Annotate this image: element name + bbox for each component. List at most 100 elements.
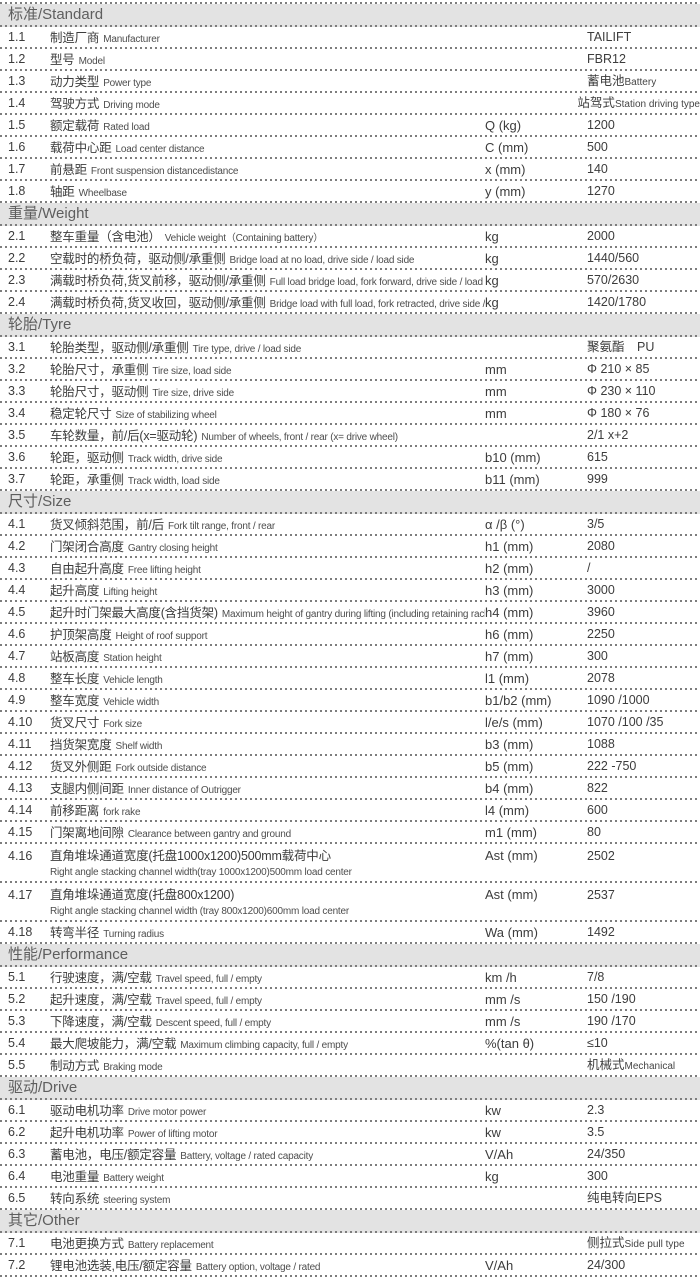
- row-number: 6.5: [8, 1191, 26, 1205]
- table-row: 6.3 蓄电池，电压/额定容量 Battery, voltage / rated …: [0, 1144, 700, 1166]
- row-value: 1492: [587, 922, 700, 944]
- row-value: Φ 230 × 110: [587, 381, 700, 403]
- row-label: 制动方式 Braking mode: [50, 1055, 485, 1078]
- section-rows: 5.1 行驶速度，满/空载 Travel speed, full / empty …: [0, 967, 700, 1077]
- row-label-zh: 额定载荷: [50, 119, 100, 133]
- section-rows: 7.1 电池更换方式 Battery replacement 侧拉式Side pu…: [0, 1233, 700, 1277]
- row-unit: m1 (mm): [485, 825, 537, 840]
- row-label: 自由起升高度 Free lifting height: [50, 558, 485, 581]
- row-label-zh: 驾驶方式: [50, 97, 100, 111]
- spec-section: 尺寸/Size 4.1 货叉倾斜范围，前/后 Fork tilt range, f…: [0, 491, 700, 944]
- row-label: 直角堆垛通道宽度(托盘1000x1200)500mm载荷中心 Right angl…: [50, 847, 485, 879]
- row-value-main: 300: [587, 1169, 608, 1183]
- row-unit: km /h: [485, 970, 517, 985]
- row-label-en: Driving mode: [103, 100, 160, 111]
- row-value: 24/300: [587, 1255, 700, 1277]
- row-label-zh: 最大爬坡能力，满/空载: [50, 1037, 177, 1051]
- section-rows: 6.1 驱动电机功率 Drive motor power kw 2.3 6.2 起…: [0, 1100, 700, 1210]
- row-label-en: Tire size, load side: [152, 366, 232, 377]
- row-label-en: Tire size, drive side: [152, 388, 234, 399]
- row-unit: h6 (mm): [485, 627, 534, 642]
- row-label-en: Vehicle width: [103, 697, 159, 708]
- row-label-en: Load center distance: [115, 144, 205, 155]
- spec-section: 标准/Standard 1.1 制造厂商 Manufacturer TAILIFT…: [0, 4, 700, 203]
- table-row: 4.9 整车宽度 Vehicle width b1/b2 (mm) 1090 /1…: [0, 690, 700, 712]
- section-header: 重量/Weight: [0, 203, 700, 226]
- row-number: 5.4: [8, 1036, 26, 1050]
- row-value: 机械式Mechanical: [587, 1055, 700, 1077]
- table-row: 6.4 电池重量 Battery weight kg 300: [0, 1166, 700, 1188]
- row-label: 载荷中心距 Load center distance: [50, 137, 485, 160]
- table-row: 3.7 轮距，承重侧 Track width, load side b11 (mm…: [0, 469, 700, 491]
- row-value-en: Station driving type: [614, 99, 700, 110]
- table-row: 4.8 整车长度 Vehicle length l1 (mm) 2078: [0, 668, 700, 690]
- row-label: 货叉外侧距 Fork outside distance: [50, 756, 485, 779]
- row-label: 护顶架高度 Height of roof support: [50, 624, 485, 647]
- row-label-zh: 转向系统: [50, 1192, 100, 1206]
- row-unit: mm: [485, 384, 507, 399]
- row-value: 999: [587, 469, 700, 491]
- row-label-en: Wheelbase: [78, 188, 127, 199]
- row-number: 5.1: [8, 970, 26, 984]
- row-label: 轴距 Wheelbase: [50, 181, 485, 204]
- row-value: FBR12: [587, 49, 700, 71]
- top-divider: [0, 2, 700, 4]
- row-label-en: fork rake: [103, 807, 141, 818]
- row-label: 轮距，承重侧 Track width, load side: [50, 469, 485, 492]
- spec-section: 重量/Weight 2.1 整车重量（含电池） Vehicle weight（Co…: [0, 203, 700, 314]
- row-label-zh: 起升速度，满/空载: [50, 993, 152, 1007]
- row-number: 4.18: [8, 925, 33, 939]
- row-unit: b11 (mm): [485, 472, 540, 487]
- row-value: 600: [587, 800, 700, 822]
- row-label-zh: 整车宽度: [50, 694, 100, 708]
- row-number: 4.14: [8, 803, 33, 817]
- row-value: 2250: [587, 624, 700, 646]
- row-unit: kg: [485, 273, 499, 288]
- row-label-zh: 载荷中心距: [50, 141, 112, 155]
- row-label: 蓄电池，电压/额定容量 Battery, voltage / rated capa…: [50, 1144, 485, 1167]
- section-rows: 2.1 整车重量（含电池） Vehicle weight（Containing b…: [0, 226, 700, 314]
- section-header: 驱动/Drive: [0, 1077, 700, 1100]
- row-number: 5.3: [8, 1014, 26, 1028]
- row-label-en: Maximum climbing capacity, full / empty: [180, 1040, 348, 1051]
- row-label-en: Right angle stacking channel width (tray…: [50, 906, 350, 917]
- row-unit: mm: [485, 406, 507, 421]
- table-row: 5.3 下降速度，满/空载 Descent speed, full / empty…: [0, 1011, 700, 1033]
- row-label-zh: 型号: [50, 53, 75, 67]
- row-label-en: Right angle stacking channel width(tray …: [50, 867, 352, 878]
- row-label: 站板高度 Station height: [50, 646, 485, 669]
- row-label: 驾驶方式 Driving mode: [50, 93, 475, 116]
- row-label: 起升电机功率 Power of lifting motor: [50, 1122, 485, 1145]
- row-value-main: Φ 180 × 76: [587, 406, 650, 420]
- row-value: 300: [587, 646, 700, 668]
- row-number: 6.3: [8, 1147, 26, 1161]
- row-value-main: 1070 /100 /35: [587, 715, 664, 729]
- row-unit: Ast (mm): [485, 887, 538, 902]
- row-label-en: Front suspension distancedistance: [90, 166, 239, 177]
- row-value: 2/1 x+2: [587, 425, 700, 447]
- row-number: 3.5: [8, 428, 26, 442]
- row-unit: x (mm): [485, 162, 526, 177]
- row-unit: mm /s: [485, 992, 521, 1007]
- row-number: 3.7: [8, 472, 26, 486]
- table-row: 4.14 前移距离 fork rake l4 (mm) 600: [0, 800, 700, 822]
- row-value-main: 聚氨酯 PU: [587, 340, 655, 354]
- row-label: 支腿内侧间距 Inner distance of Outrigger: [50, 778, 485, 801]
- row-unit: Ast (mm): [485, 848, 538, 863]
- row-value: 2078: [587, 668, 700, 690]
- row-label-zh: 转弯半径: [50, 926, 100, 940]
- row-value: 222 -750: [587, 756, 700, 778]
- row-label-en: Bridge load at no load, drive side / loa…: [229, 255, 415, 266]
- row-label: 前移距离 fork rake: [50, 800, 485, 823]
- row-value-main: 2250: [587, 627, 615, 641]
- row-label-en: Maximum height of gantry during lifting …: [221, 609, 485, 620]
- row-label-en: Track width, load side: [127, 476, 220, 487]
- row-number: 5.5: [8, 1058, 26, 1072]
- section-title: 重量/Weight: [8, 205, 89, 222]
- row-label-en: Model: [78, 56, 105, 67]
- row-label-zh: 整车长度: [50, 672, 100, 686]
- row-label-en: Clearance between gantry and ground: [127, 829, 291, 840]
- row-label-zh: 货叉倾斜范围，前/后: [50, 518, 164, 532]
- row-value-main: 1090 /1000: [587, 693, 650, 707]
- row-label-en: Battery option, voltage / rated: [195, 1262, 321, 1273]
